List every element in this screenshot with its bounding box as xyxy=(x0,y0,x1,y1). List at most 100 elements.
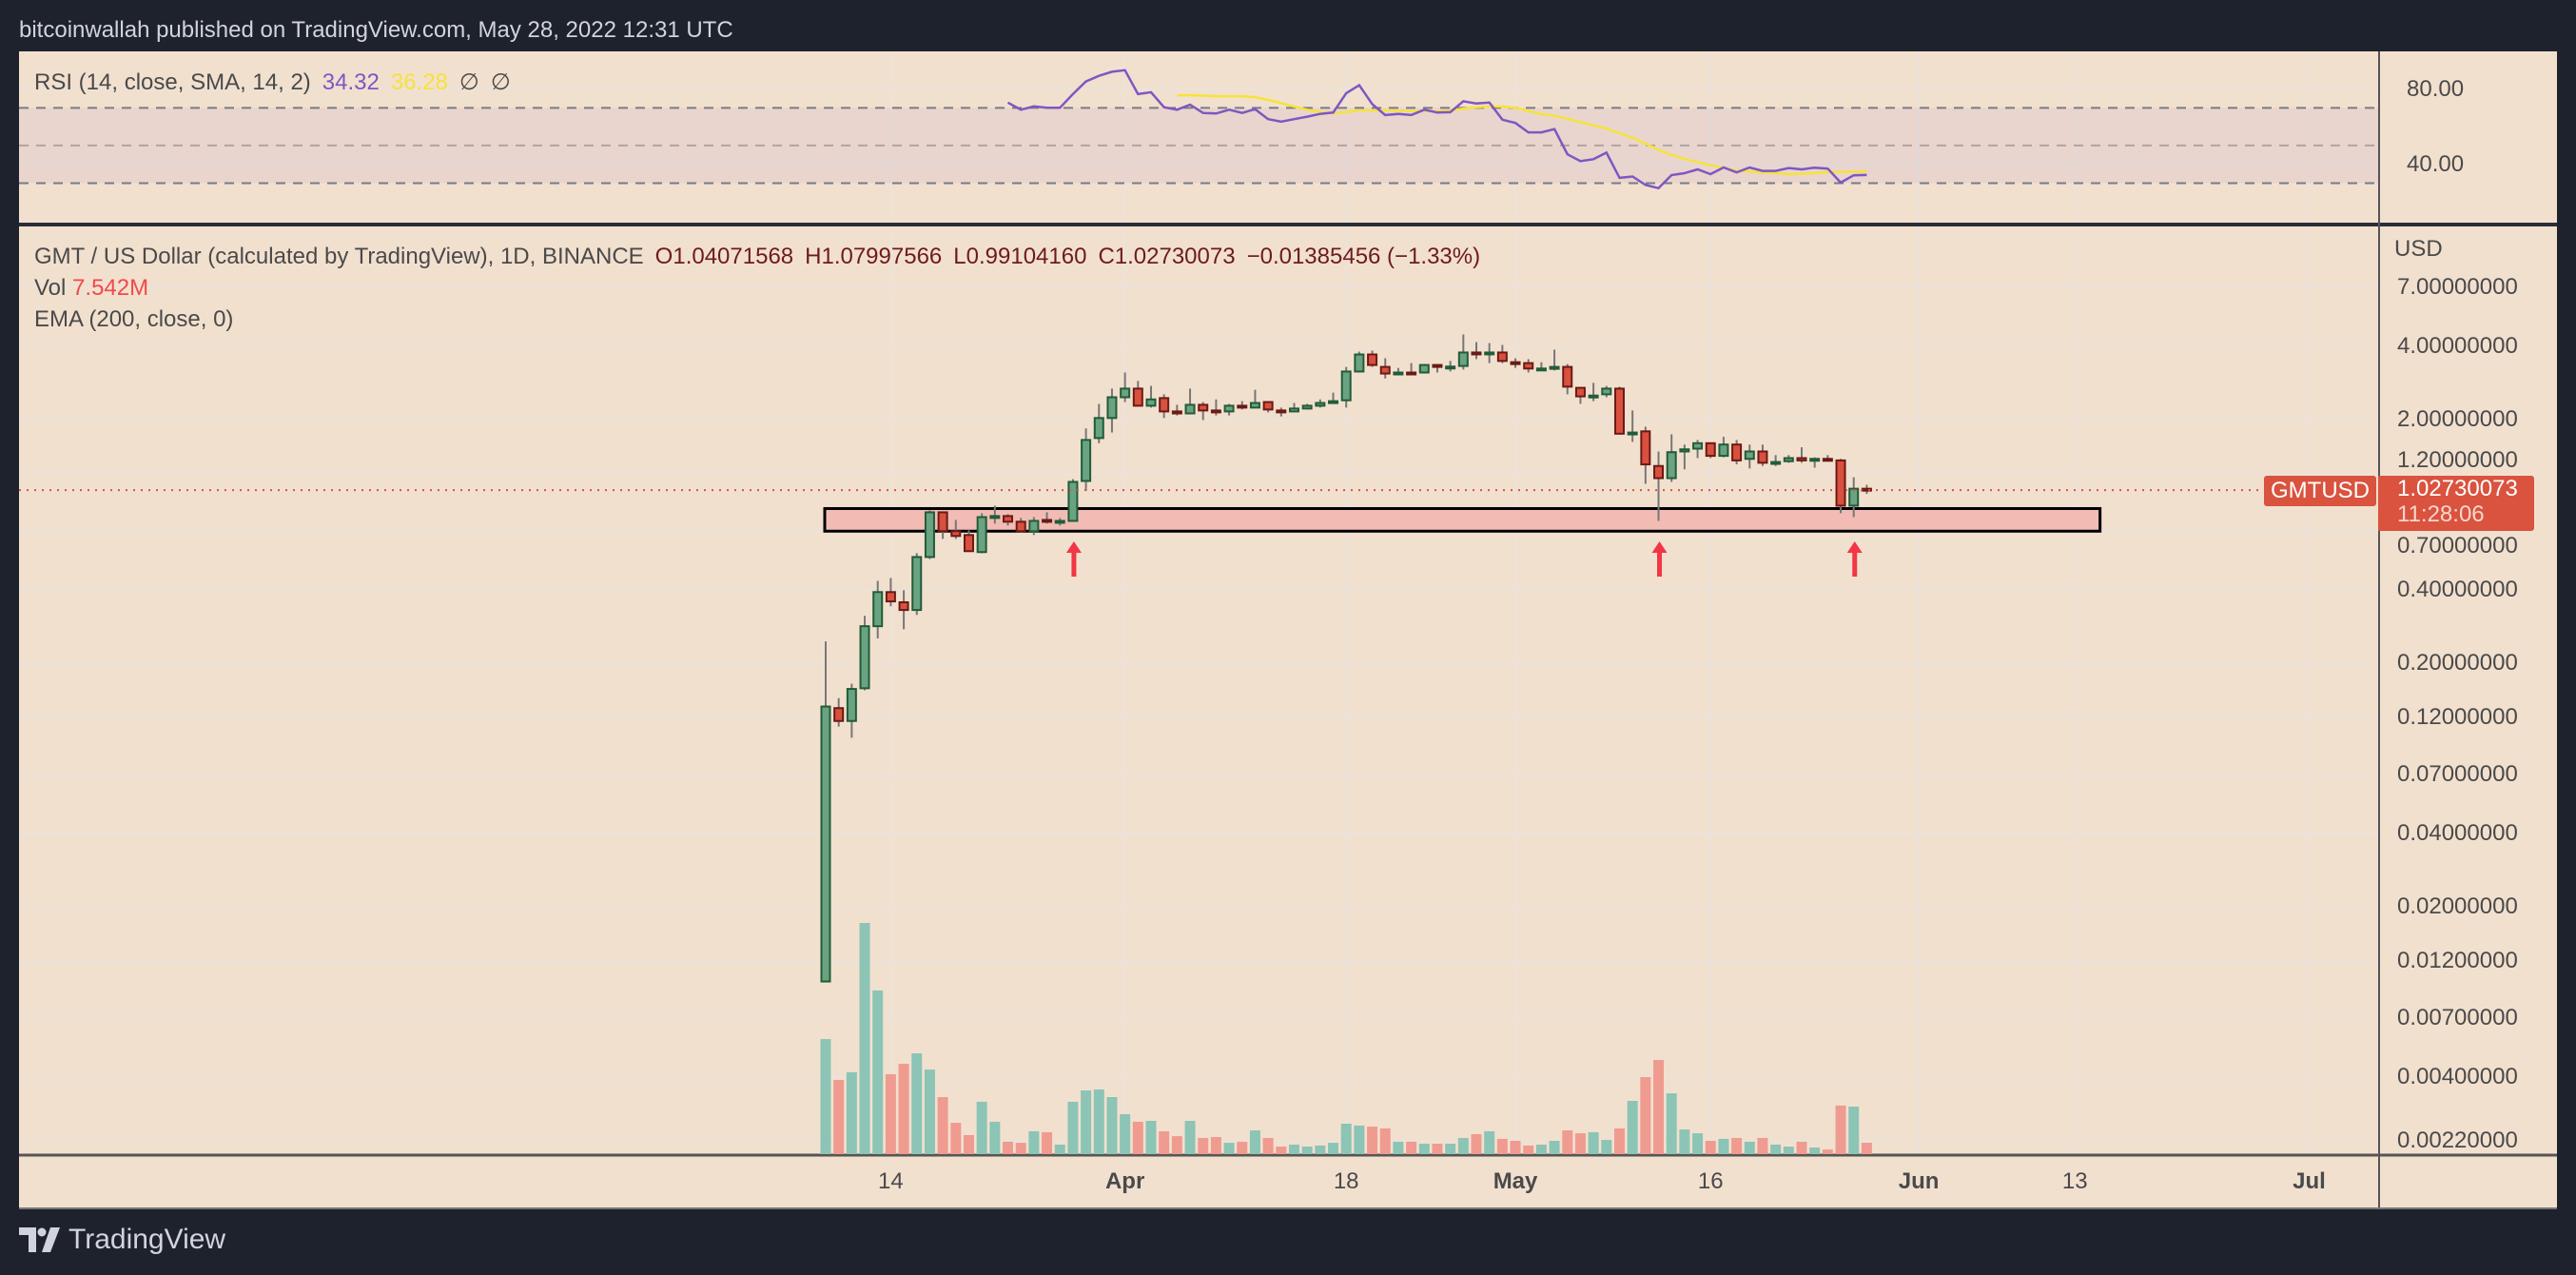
candle xyxy=(1731,440,1743,465)
candle-body xyxy=(1510,361,1521,365)
candle-body xyxy=(1106,396,1118,420)
candle xyxy=(989,505,1001,524)
time-tick-label: 16 xyxy=(1697,1168,1724,1194)
candle xyxy=(885,578,896,607)
candle-body xyxy=(1496,351,1508,363)
volume-bar xyxy=(820,1039,831,1154)
candle-body xyxy=(1744,450,1755,461)
volume-bar xyxy=(1132,1121,1143,1154)
candle-body xyxy=(1028,520,1040,533)
volume-bar xyxy=(1262,1137,1274,1154)
candle-body xyxy=(872,591,884,628)
candle-body xyxy=(911,556,923,612)
volume-bar xyxy=(1042,1131,1053,1154)
candle xyxy=(1601,385,1612,398)
candle xyxy=(1184,388,1196,415)
candle-body xyxy=(1093,417,1104,440)
time-tick-label: 18 xyxy=(1333,1168,1359,1194)
candle-body xyxy=(1379,365,1391,375)
volume-bar xyxy=(833,1080,845,1154)
symbol-description: GMT / US Dollar (calculated by TradingVi… xyxy=(34,244,644,269)
candle-body xyxy=(1471,351,1482,356)
arrow-annotation xyxy=(1651,541,1668,577)
volume-bar xyxy=(1184,1120,1196,1154)
volume-bar xyxy=(1406,1141,1417,1154)
candle xyxy=(1106,388,1118,433)
volume-legend[interactable]: Vol 7.542M xyxy=(34,275,148,302)
candle-body xyxy=(1679,448,1690,453)
tradingview-logo[interactable]: TradingView xyxy=(19,1224,225,1256)
candle-body xyxy=(885,591,896,603)
candle-body xyxy=(1484,351,1495,356)
symbol-tag: GMTUSD xyxy=(2264,476,2376,506)
volume-label: Vol xyxy=(34,275,67,301)
volume-bar xyxy=(911,1053,923,1154)
candle-body xyxy=(1237,404,1248,409)
candle xyxy=(1653,451,1665,521)
candle-body xyxy=(1848,487,1860,507)
price-tick-label: 0.02000000 xyxy=(2397,893,2518,920)
candle xyxy=(963,530,974,553)
candle-body xyxy=(963,534,974,553)
symbol-legend[interactable]: GMT / US Dollar (calculated by TradingVi… xyxy=(34,244,1480,270)
price-tick-label: 0.00700000 xyxy=(2397,1005,2518,1031)
candle-body xyxy=(1613,387,1625,435)
candle xyxy=(1067,479,1079,522)
candle xyxy=(1418,363,1430,374)
volume-bar xyxy=(976,1101,987,1154)
candle xyxy=(1457,334,1469,370)
candle-body xyxy=(1653,464,1665,480)
time-tick-label: May xyxy=(1493,1168,1538,1194)
candle-body xyxy=(1796,457,1807,461)
candle xyxy=(1054,518,1065,526)
last-price-label: 1.02730073 11:28:06 xyxy=(2378,476,2534,531)
volume-bar xyxy=(1848,1107,1860,1154)
candle xyxy=(1574,386,1586,404)
candle xyxy=(1340,366,1352,408)
volume-bar xyxy=(1379,1128,1391,1154)
candle xyxy=(1848,477,1860,518)
currency-label: USD xyxy=(2394,236,2443,262)
volume-bar xyxy=(1432,1144,1443,1154)
price-tick-label: 2.00000000 xyxy=(2397,405,2518,432)
rsi-tick-label: 80.00 xyxy=(2407,75,2465,102)
candle-body xyxy=(1054,520,1065,524)
price-tick-label: 0.07000000 xyxy=(2397,760,2518,787)
candle xyxy=(1613,386,1625,435)
price-tick-label: 0.00400000 xyxy=(2397,1064,2518,1090)
time-tick-label: Jul xyxy=(2293,1168,2326,1194)
candle xyxy=(1718,437,1729,458)
candle-body xyxy=(1198,403,1209,412)
volume-bar xyxy=(1054,1144,1065,1154)
candle xyxy=(976,513,987,554)
brand-name: TradingView xyxy=(68,1224,226,1255)
candle xyxy=(1535,362,1547,372)
volume-bar xyxy=(1484,1130,1495,1154)
candle-body xyxy=(1249,402,1260,409)
candle xyxy=(1198,402,1209,421)
candle-body xyxy=(1432,363,1443,368)
volume-bar xyxy=(898,1063,909,1154)
support-zone xyxy=(823,506,2102,533)
volume-bar xyxy=(1315,1145,1326,1154)
volume-bar xyxy=(1457,1137,1469,1154)
rsi-legend[interactable]: RSI (14, close, SMA, 14, 2) 34.32 36.28 ∅ ∅ xyxy=(34,69,511,96)
volume-bar xyxy=(1393,1141,1404,1154)
candle xyxy=(924,510,935,559)
tradingview-logo-icon xyxy=(19,1227,60,1252)
candle-body xyxy=(1210,409,1221,414)
candle-body xyxy=(1171,410,1182,415)
candle xyxy=(1445,361,1456,372)
volume-bar xyxy=(1549,1140,1560,1154)
candle-body xyxy=(1354,353,1365,373)
time-tick-label: 14 xyxy=(878,1168,904,1194)
time-tick-label: Jun xyxy=(1898,1168,1940,1194)
volume-bar xyxy=(1627,1100,1638,1154)
candle-body xyxy=(1184,403,1196,415)
ema-legend[interactable]: EMA (200, close, 0) xyxy=(34,306,234,332)
rsi-value: 34.32 xyxy=(322,69,380,95)
volume-bar xyxy=(1510,1140,1521,1154)
candle xyxy=(911,553,923,616)
candle-body xyxy=(1757,450,1768,464)
